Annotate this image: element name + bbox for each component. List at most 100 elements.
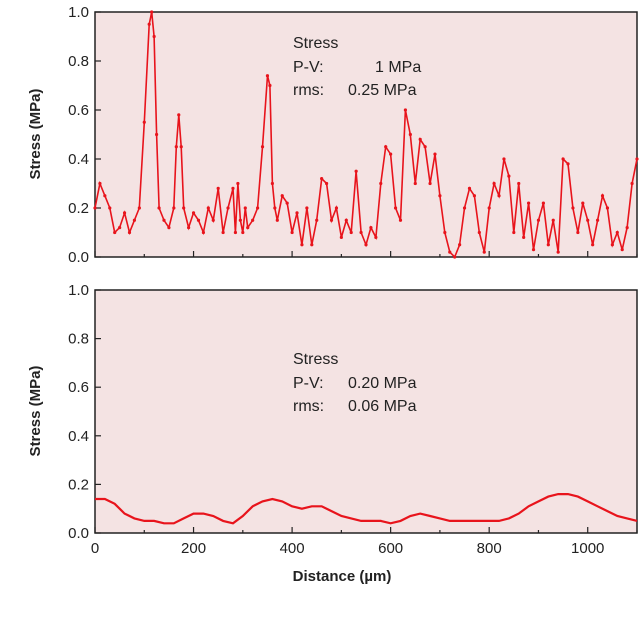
data-point: [571, 206, 575, 210]
data-point: [359, 230, 363, 235]
data-point: [167, 226, 171, 230]
x-tick-label: 400: [280, 540, 305, 557]
data-point: [610, 243, 614, 247]
data-point: [268, 83, 272, 88]
top-annotation-pv-value: 1 MPa: [375, 59, 421, 76]
data-point: [531, 248, 536, 252]
data-point: [517, 181, 521, 186]
data-point: [600, 194, 605, 198]
data-point: [393, 206, 398, 210]
y-tick-label: 0.8: [68, 331, 89, 348]
bottom-x-axis-title: Distance (µm): [293, 568, 392, 585]
data-point: [187, 226, 191, 230]
top-y-axis-title: Stress (MPa): [27, 89, 44, 180]
data-point: [191, 211, 196, 215]
data-point: [374, 235, 378, 239]
x-tick-label: 1000: [571, 540, 604, 557]
top-annotation-rms-label: rms:: [293, 82, 324, 99]
data-point: [384, 145, 388, 149]
bottom-ticks: 0.0 0.2 0.4 0.6 0.8 1.0 0 200 400 600 800 1000: [68, 282, 638, 557]
data-point: [403, 108, 408, 112]
data-point: [270, 181, 274, 186]
data-point: [273, 206, 277, 210]
data-point: [497, 194, 501, 198]
data-point: [152, 34, 156, 39]
data-point: [413, 181, 417, 186]
data-point: [334, 206, 339, 210]
top-series-line: [94, 11, 638, 259]
data-point: [354, 169, 358, 173]
data-point: [418, 137, 422, 141]
data-point: [492, 181, 496, 186]
data-point: [137, 206, 141, 210]
data-point: [438, 194, 442, 198]
data-point: [260, 145, 265, 149]
top-ticks: 0.0 0.2 0.4 0.6 0.8 1.0: [68, 4, 638, 266]
data-point: [458, 243, 462, 247]
data-point: [369, 226, 373, 230]
y-tick-label: 0.2: [68, 200, 89, 217]
data-point: [226, 206, 230, 210]
data-point: [467, 186, 472, 190]
data-point: [443, 230, 447, 235]
data-point: [605, 206, 610, 210]
data-point: [201, 230, 205, 235]
data-point: [615, 230, 619, 235]
data-point: [280, 194, 284, 198]
data-point: [216, 186, 220, 190]
bottom-annotation-rms-label: rms:: [293, 398, 324, 415]
data-point: [472, 194, 476, 198]
top-chart: 0.0 0.2 0.4 0.6 0.8 1.0 Stress (MPa) Stress P…: [27, 4, 639, 266]
data-point: [364, 243, 368, 247]
data-point: [142, 120, 146, 124]
data-point: [221, 230, 225, 235]
data-point: [344, 218, 348, 222]
data-point: [98, 181, 102, 186]
data-point: [591, 243, 595, 247]
data-point: [398, 218, 403, 222]
data-point: [620, 248, 624, 252]
top-annotation-rms-value: 0.25 MPa: [348, 82, 417, 99]
data-point: [300, 243, 304, 247]
data-point: [453, 255, 457, 259]
data-point: [423, 145, 427, 149]
data-point: [172, 206, 176, 210]
data-point: [238, 218, 242, 222]
data-point: [305, 206, 309, 210]
y-tick-label: 0.6: [68, 102, 89, 119]
data-point: [320, 177, 324, 181]
y-tick-label: 0.0: [68, 249, 89, 266]
data-point: [93, 206, 97, 210]
data-point: [428, 181, 432, 186]
data-point: [285, 201, 289, 205]
bottom-annotation-title: Stress: [293, 351, 338, 368]
data-point: [122, 211, 127, 215]
data-point: [162, 218, 166, 222]
data-point: [630, 181, 634, 186]
data-point: [127, 230, 132, 235]
data-point: [512, 230, 516, 235]
y-tick-label: 1.0: [68, 4, 89, 21]
data-point: [251, 218, 255, 222]
data-point: [246, 226, 250, 230]
bottom-y-axis-title: Stress (MPa): [27, 366, 44, 457]
data-point: [556, 250, 560, 254]
data-point: [576, 230, 580, 235]
bottom-annotation-rms-value: 0.06 MPa: [348, 398, 417, 415]
data-point: [256, 206, 260, 210]
data-point: [448, 250, 452, 254]
data-point: [507, 174, 511, 178]
data-point: [295, 211, 299, 215]
y-tick-label: 0.4: [68, 428, 89, 445]
data-point: [581, 201, 585, 205]
top-plot-area: [94, 11, 638, 258]
data-point: [275, 218, 279, 222]
data-point: [329, 218, 334, 222]
data-point: [502, 157, 506, 161]
data-point: [157, 206, 161, 210]
data-point: [150, 10, 154, 14]
data-point: [103, 194, 107, 198]
data-point: [182, 206, 186, 210]
x-tick-label: 200: [181, 540, 206, 557]
